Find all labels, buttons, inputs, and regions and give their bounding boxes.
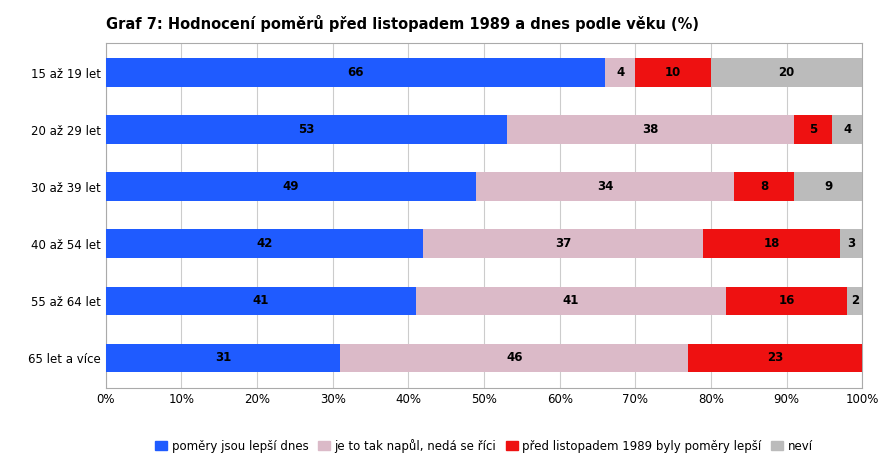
Text: 46: 46: [506, 351, 523, 364]
Text: 4: 4: [843, 123, 851, 136]
Bar: [726, 287, 847, 315]
Bar: [795, 115, 832, 144]
Text: 41: 41: [563, 294, 579, 307]
Bar: [106, 58, 605, 87]
Bar: [106, 173, 476, 201]
Bar: [703, 229, 840, 258]
Text: 66: 66: [347, 66, 363, 79]
Text: 16: 16: [779, 294, 795, 307]
Bar: [711, 58, 862, 87]
Bar: [605, 58, 635, 87]
Text: 4: 4: [616, 66, 624, 79]
Text: 5: 5: [809, 123, 818, 136]
Text: 10: 10: [665, 66, 681, 79]
Text: 18: 18: [763, 237, 780, 250]
Text: 53: 53: [298, 123, 314, 136]
Text: 41: 41: [253, 294, 269, 307]
Bar: [847, 287, 862, 315]
Bar: [106, 287, 416, 315]
Text: Graf 7: Hodnocení poměrů před listopadem 1989 a dnes podle věku (%): Graf 7: Hodnocení poměrů před listopadem…: [106, 15, 699, 32]
Bar: [635, 58, 711, 87]
Text: 2: 2: [851, 294, 859, 307]
Bar: [734, 173, 795, 201]
Bar: [106, 229, 423, 258]
Bar: [106, 115, 507, 144]
Legend: poměry jsou lepší dnes, je to tak napůl, nedá se říci, před listopadem 1989 byly: poměry jsou lepší dnes, je to tak napůl,…: [156, 438, 812, 453]
Bar: [507, 115, 795, 144]
Text: 20: 20: [779, 66, 795, 79]
Text: 34: 34: [597, 180, 613, 193]
Text: 38: 38: [642, 123, 659, 136]
Text: 37: 37: [555, 237, 572, 250]
Bar: [795, 173, 862, 201]
Text: 8: 8: [760, 180, 768, 193]
Bar: [341, 343, 688, 372]
Text: 31: 31: [215, 351, 231, 364]
Bar: [832, 115, 862, 144]
Text: 42: 42: [256, 237, 273, 250]
Bar: [688, 343, 862, 372]
Text: 3: 3: [847, 237, 855, 250]
Bar: [840, 229, 862, 258]
Text: 49: 49: [282, 180, 299, 193]
Bar: [423, 229, 703, 258]
Text: 9: 9: [825, 180, 832, 193]
Bar: [476, 173, 734, 201]
Text: 23: 23: [767, 351, 783, 364]
Bar: [106, 343, 341, 372]
Bar: [416, 287, 726, 315]
